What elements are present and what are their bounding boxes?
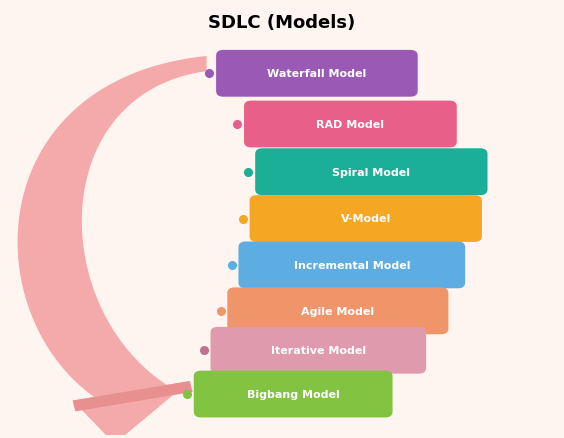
Text: Agile Model: Agile Model (301, 306, 374, 316)
Text: Bigbang Model: Bigbang Model (247, 389, 340, 399)
Polygon shape (73, 381, 190, 438)
FancyBboxPatch shape (210, 327, 426, 374)
Polygon shape (17, 57, 206, 405)
FancyBboxPatch shape (244, 101, 457, 148)
FancyBboxPatch shape (227, 288, 448, 335)
Text: RAD Model: RAD Model (316, 120, 385, 130)
FancyBboxPatch shape (255, 149, 487, 196)
Text: Spiral Model: Spiral Model (332, 167, 411, 177)
FancyBboxPatch shape (216, 51, 418, 98)
FancyBboxPatch shape (250, 196, 482, 242)
Text: SDLC (Models): SDLC (Models) (208, 14, 356, 32)
Text: Waterfall Model: Waterfall Model (267, 69, 367, 79)
Text: Iterative Model: Iterative Model (271, 346, 366, 356)
FancyBboxPatch shape (194, 371, 393, 417)
Text: V-Model: V-Model (341, 214, 391, 224)
FancyBboxPatch shape (239, 242, 465, 289)
Text: Incremental Model: Incremental Model (293, 260, 410, 270)
Polygon shape (73, 381, 193, 411)
